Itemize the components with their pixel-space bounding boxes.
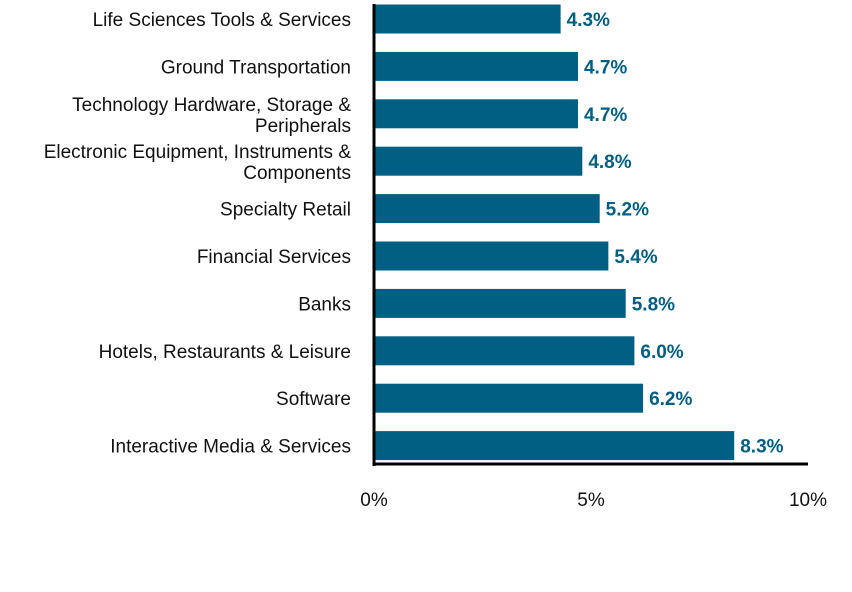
bar-value-label: 8.3%: [740, 437, 783, 458]
bar-value-label: 5.8%: [632, 294, 675, 315]
bars-group: [374, 4, 735, 461]
category-label: Software: [276, 389, 351, 410]
bar: [374, 4, 561, 34]
category-label: Electronic Equipment, Instruments & Compo…: [44, 142, 352, 184]
bar-value-label: 4.7%: [584, 57, 627, 78]
axes-group: [372, 4, 808, 466]
category-label: Interactive Media & Services: [110, 437, 351, 458]
bar: [374, 336, 635, 366]
bar: [374, 431, 735, 461]
bar-value-label: 5.4%: [614, 247, 657, 268]
bar-value-label: 5.2%: [606, 200, 649, 221]
bar: [374, 146, 583, 176]
bar-value-label: 4.3%: [567, 10, 610, 31]
category-label-line: Peripherals: [255, 116, 351, 137]
category-label-line: Electronic Equipment, Instruments &: [44, 142, 352, 163]
x-tick-label: 10%: [789, 490, 827, 511]
bar: [374, 383, 644, 413]
category-label-line: Components: [243, 163, 351, 184]
category-label: Financial Services: [197, 247, 351, 268]
x-tick-labels-group: 0% 5% 10%: [360, 490, 827, 511]
category-label-line: Technology Hardware, Storage &: [72, 95, 351, 116]
category-label: Hotels, Restaurants & Leisure: [99, 342, 351, 363]
bar-value-label: 4.8%: [588, 152, 631, 173]
x-tick-label: 5%: [577, 490, 605, 511]
value-labels-group: 4.3% 4.7% 4.7% 4.8% 5.2% 5.4% 5.8% 6.0% 6.2% 8.3%: [567, 10, 784, 458]
category-labels-group: Life Sciences Tools & Services Ground Tra…: [44, 10, 352, 458]
category-label: Banks: [298, 294, 351, 315]
bar-value-label: 6.0%: [640, 342, 683, 363]
bar: [374, 51, 578, 81]
x-tick-label: 0%: [360, 490, 388, 511]
bar: [374, 241, 609, 271]
category-label: Ground Transportation: [161, 57, 351, 78]
bar: [374, 194, 600, 224]
category-label: Specialty Retail: [220, 200, 351, 221]
bar-value-label: 6.2%: [649, 389, 692, 410]
category-label: Life Sciences Tools & Services: [93, 10, 351, 31]
bar: [374, 288, 626, 318]
bar: [374, 99, 578, 129]
bar-value-label: 4.7%: [584, 105, 627, 126]
category-label: Technology Hardware, Storage & Peripheral…: [72, 95, 351, 137]
